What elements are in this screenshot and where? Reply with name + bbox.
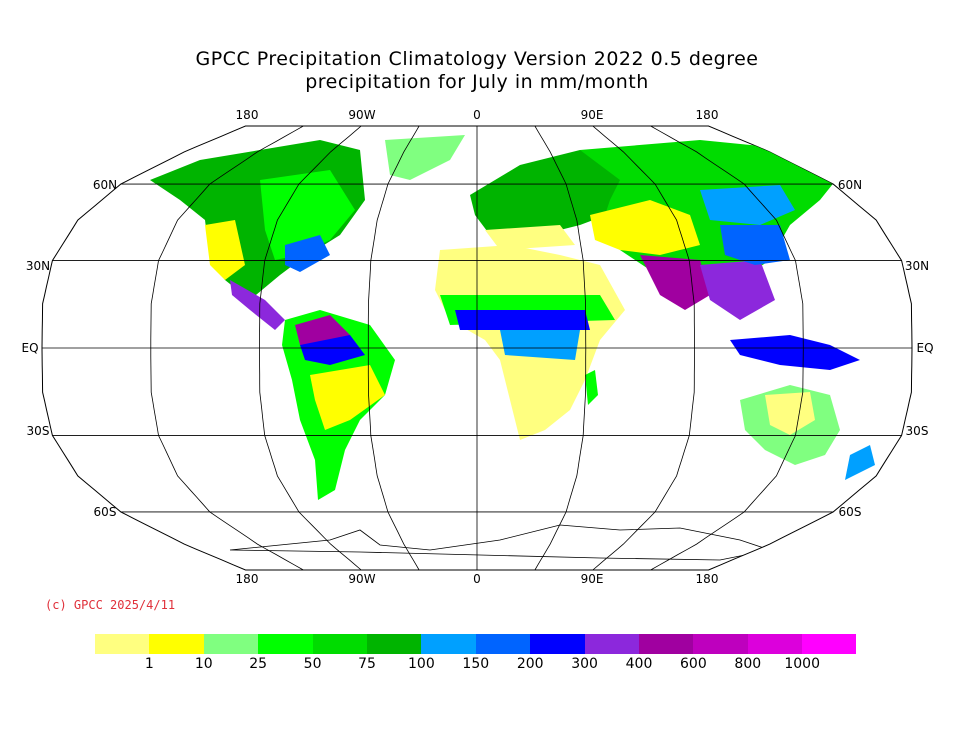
antarctica-outline bbox=[229, 524, 772, 561]
colorbar-label: 150 bbox=[462, 656, 490, 672]
map-title-line2: precipitation for July in mm/month bbox=[305, 71, 649, 93]
meridian-line bbox=[367, 125, 420, 571]
new-zealand bbox=[845, 445, 875, 480]
west-africa-monsoon bbox=[455, 310, 590, 330]
lon-label-bottom-90e: 90E bbox=[581, 572, 604, 586]
north-america-southeast-wet bbox=[285, 235, 330, 272]
south-america-dry bbox=[310, 365, 385, 430]
lat-label-right-30n: 30N bbox=[905, 259, 929, 273]
north-america-west-dry bbox=[205, 220, 245, 280]
graticule bbox=[42, 125, 912, 571]
india-monsoon bbox=[640, 255, 710, 310]
colorbar-label: 1000 bbox=[784, 656, 821, 672]
map-title-line1: GPCC Precipitation Climatology Version 2… bbox=[195, 48, 759, 70]
colorbar-swatch bbox=[312, 634, 367, 654]
lat-label-left-eq: EQ bbox=[21, 341, 38, 355]
colorbar-label: 300 bbox=[571, 656, 598, 672]
colorbar-label: 100 bbox=[408, 656, 435, 672]
lat-label-left-30n: 30N bbox=[26, 259, 50, 273]
lon-label-top-90e: 90E bbox=[581, 108, 604, 122]
colorbar-swatch bbox=[584, 634, 639, 654]
colorbar-label: 1 bbox=[144, 656, 154, 672]
meridian-line bbox=[259, 125, 362, 571]
east-asia-wet bbox=[720, 225, 790, 265]
colorbar-swatch bbox=[802, 634, 857, 654]
lon-label-bottom-0: 0 bbox=[473, 572, 481, 586]
colorbar-label: 200 bbox=[516, 656, 544, 672]
central-africa bbox=[500, 330, 580, 360]
colorbar-label: 10 bbox=[194, 656, 213, 672]
colorbar-label: 25 bbox=[249, 656, 268, 672]
greenland bbox=[385, 135, 465, 180]
indonesia-islands bbox=[730, 335, 860, 370]
colorbar-swatch bbox=[95, 634, 150, 654]
lat-label-left-60s: 60S bbox=[94, 505, 117, 519]
lat-label-right-60s: 60S bbox=[839, 505, 862, 519]
copyright-notice: (c) GPCC 2025/4/11 bbox=[45, 598, 176, 612]
lon-label-bottom-180e: 180 bbox=[696, 572, 719, 586]
lat-label-left-30s: 30S bbox=[27, 424, 50, 438]
colorbar-label: 800 bbox=[734, 656, 762, 672]
meridian-line bbox=[534, 125, 587, 571]
lon-label-top-180w: 180 bbox=[236, 108, 259, 122]
colorbar-label: 600 bbox=[680, 656, 707, 672]
colorbar-swatch bbox=[149, 634, 204, 654]
colorbar-swatch bbox=[258, 634, 313, 654]
south-america-amazon bbox=[300, 335, 365, 365]
colorbar-swatch bbox=[747, 634, 803, 654]
meridian-line bbox=[592, 125, 695, 571]
north-america-east-wet bbox=[260, 170, 355, 260]
meridian-line bbox=[650, 125, 804, 571]
lon-label-bottom-90w: 90W bbox=[348, 572, 375, 586]
lon-label-bottom-180w: 180 bbox=[236, 572, 259, 586]
precipitation-colorbar bbox=[95, 634, 857, 654]
central-america bbox=[230, 280, 285, 330]
lat-label-left-60n: 60N bbox=[93, 178, 117, 192]
europe-mediterranean-dry bbox=[485, 225, 575, 250]
precipitation-fields bbox=[150, 135, 875, 561]
australia-interior-dry bbox=[765, 392, 815, 435]
siberia-wet bbox=[700, 185, 795, 225]
lat-label-right-eq: EQ bbox=[916, 341, 933, 355]
colorbar-label: 75 bbox=[358, 656, 376, 672]
lon-label-top-180e: 180 bbox=[696, 108, 719, 122]
colorbar-label: 50 bbox=[303, 656, 322, 672]
southeast-asia-monsoon bbox=[700, 260, 775, 320]
colorbar-swatch bbox=[693, 634, 748, 654]
lon-label-top-90w: 90W bbox=[348, 108, 375, 122]
lat-label-right-60n: 60N bbox=[838, 178, 862, 192]
colorbar-swatch bbox=[366, 634, 422, 654]
lon-label-top-0: 0 bbox=[473, 108, 481, 122]
colorbar-swatch bbox=[475, 634, 531, 654]
lat-label-right-30s: 30S bbox=[906, 424, 929, 438]
colorbar-swatch bbox=[421, 634, 476, 654]
colorbar-swatch bbox=[638, 634, 694, 654]
meridian-line bbox=[150, 125, 304, 571]
colorbar-swatch bbox=[203, 634, 259, 654]
colorbar-label: 400 bbox=[625, 656, 653, 672]
madagascar bbox=[585, 370, 598, 405]
colorbar-swatch bbox=[530, 634, 585, 654]
